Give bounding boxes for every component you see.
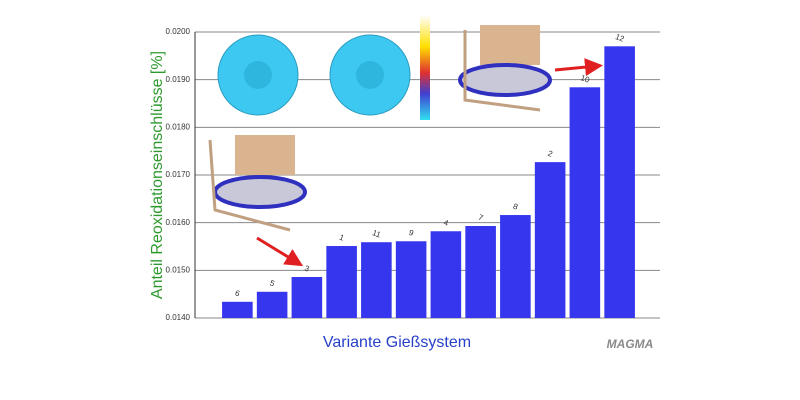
bar-category-label: 11 (371, 228, 382, 239)
bar (604, 46, 635, 319)
y-tick-label: 0.0150 (166, 265, 191, 274)
bar-category-label: 6 (234, 288, 242, 298)
illustrations (208, 15, 603, 267)
bar (430, 231, 462, 318)
y-axis-title: Anteil Reoxidationseinschlüsse [%] (149, 51, 166, 299)
bar (569, 87, 601, 318)
bar (326, 246, 357, 318)
logo: MAGMA (607, 337, 654, 351)
y-tick-label: 0.0200 (166, 27, 191, 36)
casting-image (244, 61, 272, 89)
y-tick-label: 0.0160 (166, 218, 191, 227)
bar (534, 162, 566, 318)
plot-area: 0.0140 0.0150 0.0160 0.0170 0.0180 0.0190 0.02… (166, 27, 660, 322)
bar (465, 226, 496, 318)
casting-image (356, 61, 384, 89)
bar-category-label: 8 (512, 202, 520, 212)
bar-category-label: 9 (408, 228, 416, 238)
bar (222, 301, 253, 318)
bar-category-label: 2 (547, 149, 555, 159)
y-tick-label: 0.0170 (166, 170, 191, 179)
bar-category-label: 10 (579, 73, 591, 85)
gating-image (458, 25, 552, 112)
bar-category-label: 7 (477, 213, 485, 223)
bar (361, 242, 392, 318)
bar-category-label: 12 (614, 32, 626, 44)
bar-category-label: 4 (442, 218, 450, 228)
bar (395, 241, 427, 318)
y-tick-label: 0.0190 (166, 75, 191, 84)
y-tick-label: 0.0140 (166, 313, 191, 322)
bar (500, 215, 531, 318)
arrow (256, 236, 304, 267)
color-scale (420, 15, 430, 120)
bar-category-label: 5 (269, 278, 277, 288)
bar (256, 291, 288, 318)
arrow (554, 58, 603, 77)
y-tick-label: 0.0180 (166, 122, 191, 131)
gating-image (208, 135, 307, 232)
bar (291, 277, 323, 318)
bar-category-label: 1 (338, 233, 346, 243)
x-axis-title: Variante Gießsystem (323, 334, 471, 351)
bar-category-label: 3 (303, 264, 311, 274)
